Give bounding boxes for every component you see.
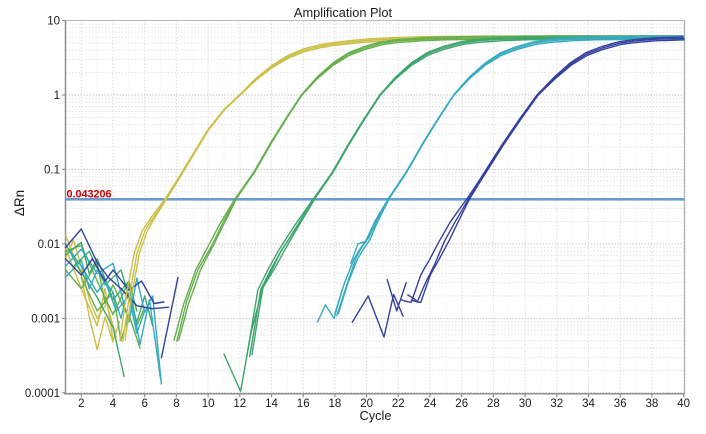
svg-text:12: 12 [233,398,246,410]
svg-text:10: 10 [47,16,60,28]
svg-text:8: 8 [173,398,179,410]
svg-text:0.043206: 0.043206 [67,188,112,200]
svg-text:30: 30 [519,398,532,410]
svg-text:40: 40 [677,398,690,410]
svg-text:18: 18 [329,398,342,410]
svg-text:36: 36 [614,398,627,410]
svg-text:28: 28 [487,398,500,410]
svg-text:0.1: 0.1 [44,164,60,176]
svg-text:0.001: 0.001 [31,313,60,325]
svg-text:0.01: 0.01 [38,239,60,251]
svg-text:6: 6 [141,398,147,410]
svg-text:32: 32 [550,398,563,410]
svg-text:4: 4 [110,398,117,410]
svg-text:34: 34 [582,398,595,410]
svg-text:38: 38 [646,398,659,410]
svg-text:22: 22 [392,398,405,410]
svg-text:Cycle: Cycle [360,408,392,423]
svg-text:2: 2 [78,398,84,410]
svg-text:14: 14 [265,398,278,410]
svg-text:10: 10 [202,398,215,410]
svg-text:Amplification Plot: Amplification Plot [294,5,393,20]
svg-text:ΔRn: ΔRn [12,190,27,216]
svg-text:1: 1 [54,90,60,102]
svg-text:20: 20 [360,398,373,410]
svg-text:16: 16 [297,398,310,410]
svg-text:0.0001: 0.0001 [25,388,60,400]
svg-text:24: 24 [424,398,437,410]
svg-text:26: 26 [455,398,468,410]
